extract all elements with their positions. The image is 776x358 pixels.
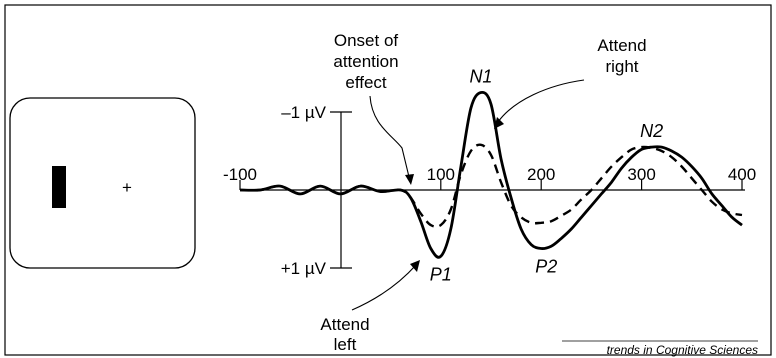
peak-labels: N1 P1 P2 N2 bbox=[430, 67, 663, 285]
peak-label-p1: P1 bbox=[430, 264, 452, 284]
x-tick-label-4: 400 bbox=[728, 165, 756, 184]
x-axis: -100 100 200 300 400 bbox=[223, 165, 756, 191]
attend-left-annotation: Attend left bbox=[320, 260, 420, 354]
series-attend-left bbox=[239, 90, 743, 259]
series-layer bbox=[239, 90, 743, 259]
onset-arrow bbox=[369, 95, 411, 182]
y-scale-top-label: –1 µV bbox=[281, 103, 326, 122]
attend-right-line-2: right bbox=[605, 57, 638, 76]
attend-right-annotation: Attend right bbox=[494, 36, 647, 129]
onset-arrowhead bbox=[405, 174, 414, 185]
attend-right-arrow bbox=[497, 79, 585, 123]
fixation-cross: + bbox=[122, 178, 132, 197]
attend-left-arrow bbox=[351, 264, 417, 311]
credit-text: trends in Cognitive Sciences bbox=[607, 343, 758, 357]
attend-left-line-1: Attend bbox=[320, 315, 369, 334]
onset-annotation-line-2: attention bbox=[333, 52, 398, 71]
y-axis: –1 µV +1 µV bbox=[281, 103, 352, 278]
peak-label-p2: P2 bbox=[535, 257, 557, 277]
x-tick-label-0: -100 bbox=[223, 165, 257, 184]
onset-annotation-line-1: Onset of bbox=[334, 31, 399, 50]
series-attend-right bbox=[239, 143, 743, 228]
peak-label-n2: N2 bbox=[640, 121, 663, 141]
x-tick-label-3: 300 bbox=[627, 165, 655, 184]
attend-right-arrowhead bbox=[494, 117, 504, 129]
stimulus-screen bbox=[9, 97, 196, 269]
onset-annotation-line-3: effect bbox=[345, 73, 387, 92]
onset-annotation: Onset of attention effect bbox=[333, 31, 414, 185]
stimulus-bar bbox=[52, 166, 66, 208]
y-scale-bottom-label: +1 µV bbox=[281, 259, 327, 278]
peak-label-n1: N1 bbox=[469, 67, 492, 87]
attend-left-line-2: left bbox=[334, 335, 357, 354]
attend-left-arrowhead bbox=[410, 260, 420, 272]
x-tick-label-1: 100 bbox=[427, 165, 455, 184]
x-tick-label-2: 200 bbox=[527, 165, 555, 184]
attend-right-line-1: Attend bbox=[597, 36, 646, 55]
